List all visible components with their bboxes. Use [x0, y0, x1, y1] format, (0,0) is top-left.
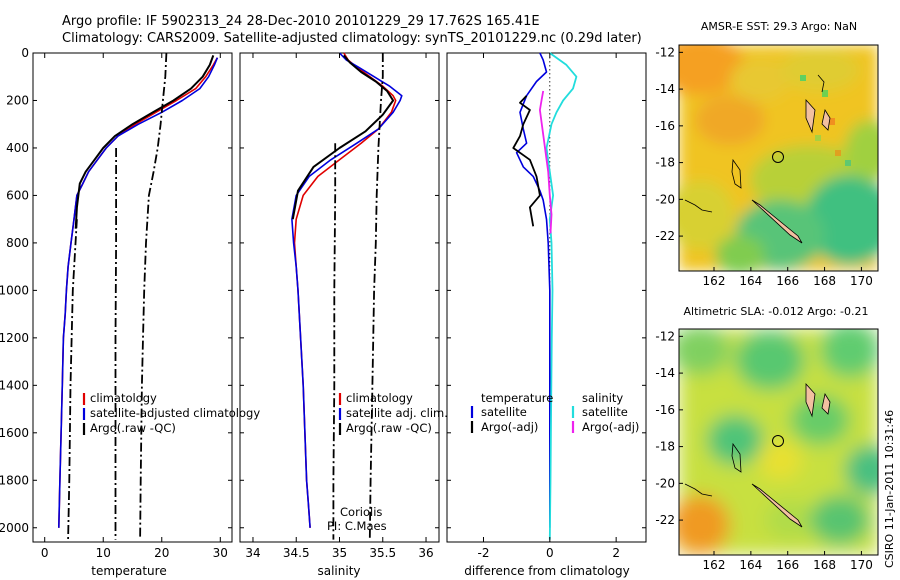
float-owner-line2: PI: C.Maes — [327, 519, 387, 533]
legend-label-sal-satellite: satellite — [582, 405, 628, 419]
salinity-xlabel: salinity — [317, 564, 360, 578]
map-y-tick-label: -14 — [655, 82, 675, 96]
sla-map-frame — [678, 328, 879, 556]
x-tick-label: 35 — [332, 546, 347, 560]
salinity-legend: climatology satellite adj. clim. Argo(.r… — [327, 391, 448, 533]
creation-stamp: CSIRO 11-Jan-2011 10:31:46 — [883, 410, 896, 568]
legend-label-temp-satellite: satellite — [481, 405, 527, 419]
x-tick-label: -2 — [477, 546, 489, 560]
series-line-reference-5 — [67, 219, 78, 540]
legend-label-argo: Argo(.raw -QC) — [90, 421, 176, 435]
legend-label-climatology: climatology — [90, 391, 157, 405]
map-x-tick-label: 170 — [850, 274, 873, 288]
y-tick-label: 200 — [6, 93, 29, 107]
map-y-tick-label: -18 — [655, 156, 675, 170]
temperature-plot: 0 10 20 30 0 200 400 600 800 1000 1200 1400 1600 1800… — [0, 46, 232, 560]
map-y-tick-label: -14 — [655, 366, 675, 380]
map-y-tick-label: -20 — [655, 192, 675, 206]
map-x-tick-label: 162 — [703, 274, 726, 288]
series-line-argo-raw-qc — [291, 54, 395, 220]
series-line-salinity-satellite — [545, 52, 578, 540]
map-x-tick-label: 164 — [739, 274, 762, 288]
series-line-reference-3 — [139, 52, 168, 540]
x-tick-label: 2 — [612, 546, 620, 560]
x-tick-label: 0 — [546, 546, 554, 560]
legend-label-argo: Argo(.raw -QC) — [346, 421, 432, 435]
series-line-temperature-satellite — [515, 52, 551, 528]
x-tick-label: 10 — [96, 546, 111, 560]
difference-panel-frame — [446, 52, 647, 543]
sla-map-field — [679, 329, 878, 555]
series-line-climatology — [58, 57, 219, 528]
argo-float-marker — [772, 151, 784, 163]
y-tick-label: 1800 — [0, 473, 29, 487]
temperature-xlabel: temperature — [91, 564, 166, 578]
float-owner-line1: Coriolis — [340, 505, 382, 519]
argo-float-marker — [772, 435, 784, 447]
y-tick-label: 600 — [6, 188, 29, 202]
map-x-tick-label: 166 — [776, 558, 799, 572]
series-line-reference-4 — [332, 143, 337, 540]
sla-map-title: Altimetric SLA: -0.012 Argo: -0.21 — [684, 305, 869, 318]
temperature-legend: climatology satellite-adjusted climatolo… — [82, 391, 260, 435]
map-x-tick-label: 164 — [739, 558, 762, 572]
x-tick-label: 35.5 — [369, 546, 396, 560]
map-y-tick-label: -16 — [655, 403, 675, 417]
sst-map-title: AMSR-E SST: 29.3 Argo: NaN — [701, 20, 857, 33]
map-y-tick-label: -22 — [655, 513, 675, 527]
y-tick-label: 1600 — [0, 426, 29, 440]
x-tick-label: 0 — [41, 546, 49, 560]
salinity-plot: 34 34.5 35 35.5 36 — [240, 52, 439, 560]
salinity-panel-frame — [239, 52, 440, 543]
map-y-tick-label: -12 — [655, 329, 675, 343]
map-x-tick-label: 170 — [850, 558, 873, 572]
y-tick-label: 1400 — [0, 378, 29, 392]
y-tick-label: 800 — [6, 236, 29, 250]
y-tick-label: 1200 — [0, 331, 29, 345]
x-tick-label: 36 — [418, 546, 433, 560]
legend-label-satellite: satellite adj. clim. — [346, 406, 448, 420]
map-x-tick-label: 168 — [813, 558, 836, 572]
map-y-tick-label: -20 — [655, 476, 675, 490]
series-line-argo-raw-qc — [74, 55, 215, 229]
x-tick-label: 34 — [245, 546, 260, 560]
temperature-panel-frame — [32, 52, 233, 543]
sst-map-frame — [678, 44, 879, 272]
map-y-tick-label: -18 — [655, 440, 675, 454]
series-line-temperature-argo-adj — [512, 95, 541, 227]
sst-map-field — [679, 45, 878, 271]
map-y-tick-label: -16 — [655, 119, 675, 133]
series-line-satellite-adjusted-climatology — [58, 57, 219, 528]
map-x-tick-label: 168 — [813, 274, 836, 288]
difference-plot: -2 0 2 — [447, 52, 646, 560]
legend-label-satellite: satellite-adjusted climatology — [90, 406, 260, 420]
series-line-reference-4 — [114, 148, 117, 540]
series-line-reference-3 — [368, 53, 384, 540]
difference-xlabel: difference from climatology — [464, 564, 630, 578]
y-tick-label: 1000 — [0, 283, 29, 297]
legend-label-temp-argo: Argo(-adj) — [481, 420, 538, 434]
legend-heading-temperature: temperature — [481, 391, 553, 405]
y-tick-label: 2000 — [0, 521, 29, 535]
map-y-tick-label: -12 — [655, 45, 675, 59]
x-tick-label: 30 — [213, 546, 228, 560]
series-line-salinity-argo-adj — [539, 90, 553, 234]
series-line-satellite-adj-clim — [291, 52, 403, 528]
legend-heading-salinity: salinity — [582, 391, 623, 405]
map-x-tick-label: 162 — [703, 558, 726, 572]
x-tick-label: 34.5 — [283, 546, 310, 560]
legend-label-climatology: climatology — [346, 391, 413, 405]
figure-title-line1: Argo profile: IF 5902313_24 28-Dec-2010 … — [62, 14, 540, 29]
y-tick-label: 0 — [21, 46, 29, 60]
legend-label-sal-argo: Argo(-adj) — [582, 420, 639, 434]
y-tick-label: 400 — [6, 141, 29, 155]
difference-legend: temperature satellite Argo(-adj) salinit… — [470, 391, 639, 434]
x-tick-label: 20 — [154, 546, 169, 560]
map-y-tick-label: -22 — [655, 229, 675, 243]
figure-title-line2: Climatology: CARS2009. Satellite-adjuste… — [62, 31, 642, 46]
map-x-tick-label: 166 — [776, 274, 799, 288]
